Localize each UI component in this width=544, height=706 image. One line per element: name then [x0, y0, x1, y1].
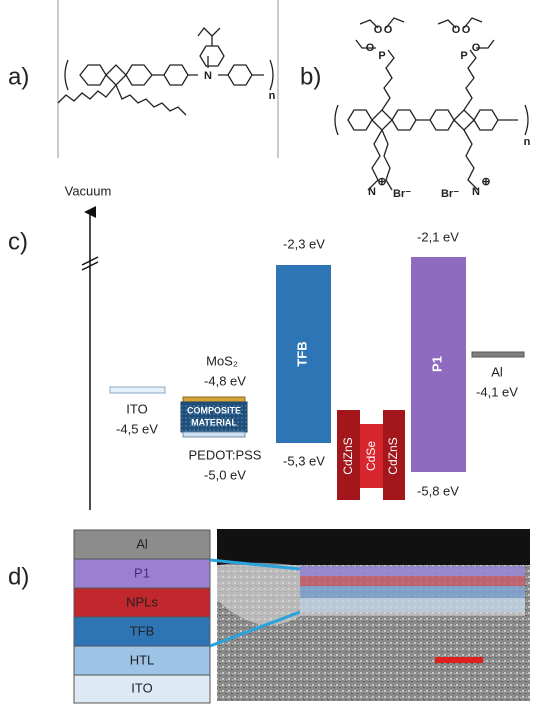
composite-box	[180, 401, 248, 433]
level: -2,1 eV	[417, 229, 459, 244]
level: -4,8 eV	[204, 373, 246, 388]
atom-label: O	[384, 24, 393, 36]
panel-label: d)	[8, 563, 29, 590]
p1-box	[411, 257, 466, 472]
level: -5,3 eV	[283, 453, 325, 468]
panel-label: c)	[8, 228, 28, 255]
structure-b: P P O O O O O O N N ⊕ ⊕ Br⁻ Br⁻ n	[334, 17, 531, 200]
atom-label: P	[378, 50, 385, 62]
label: Al	[491, 364, 503, 379]
structure-a: N n	[57, 0, 279, 158]
layer	[73, 645, 211, 676]
label: ITO	[126, 401, 147, 416]
atom-label: n	[269, 90, 276, 102]
level: -5,8 eV	[417, 483, 459, 498]
level: -2,3 eV	[283, 236, 325, 251]
atom-label: Br⁻	[441, 188, 459, 200]
atom-label: O	[462, 24, 471, 36]
al-level	[471, 351, 525, 358]
layer-label: TFB	[130, 623, 155, 638]
layer-label: P1	[134, 565, 150, 580]
atom-label: O	[472, 42, 481, 54]
atom-label: n	[524, 136, 531, 148]
atom-label: Br⁻	[393, 188, 411, 200]
sem-image	[209, 529, 530, 701]
atom-label: O	[366, 42, 375, 54]
panel-label: a)	[8, 63, 29, 90]
layer-label: NPLs	[126, 594, 158, 609]
label: MATERIAL	[191, 417, 237, 427]
pedot-level	[182, 431, 246, 438]
axis-label: Vacuum	[65, 183, 112, 198]
atom-label: P	[460, 50, 467, 62]
layer-label: ITO	[131, 680, 152, 695]
atom-label: O	[452, 24, 461, 36]
stack: Al P1 NPLs TFB HTL ITO	[73, 529, 211, 704]
label: CdZnS	[341, 437, 355, 474]
layer-label: HTL	[130, 652, 155, 667]
atom-label: ⊕	[377, 176, 386, 188]
atom-label: N	[472, 186, 480, 198]
level: -5,0 eV	[204, 467, 246, 482]
label: MoS₂	[206, 353, 238, 368]
layer-label: Al	[136, 536, 148, 551]
label: CdZnS	[386, 437, 400, 474]
label: TFB	[294, 341, 309, 366]
ito-level	[109, 386, 166, 394]
label: PEDOT:PSS	[189, 447, 262, 462]
panel-label: b)	[300, 63, 321, 90]
energy-diagram: Vacuum ITO -4,5 eV MoS₂ -4,8 eV COMPOSIT…	[65, 183, 525, 510]
npl-shell	[337, 410, 360, 500]
npl-core	[360, 424, 383, 488]
mos2-level	[182, 396, 246, 403]
atom-label: O	[374, 24, 383, 36]
label: CdSe	[364, 441, 378, 471]
layer	[73, 616, 211, 647]
label: COMPOSITE	[187, 405, 241, 415]
level: -4,1 eV	[476, 384, 518, 399]
tfb-box	[276, 265, 331, 443]
atom-label: N	[368, 186, 376, 198]
layer	[73, 674, 211, 704]
layer	[73, 587, 211, 618]
level: -4,5 eV	[116, 421, 158, 436]
atom-label: N	[204, 70, 212, 82]
npl-shell	[383, 410, 405, 500]
label: P1	[429, 356, 444, 372]
atom-label: ⊕	[481, 176, 490, 188]
